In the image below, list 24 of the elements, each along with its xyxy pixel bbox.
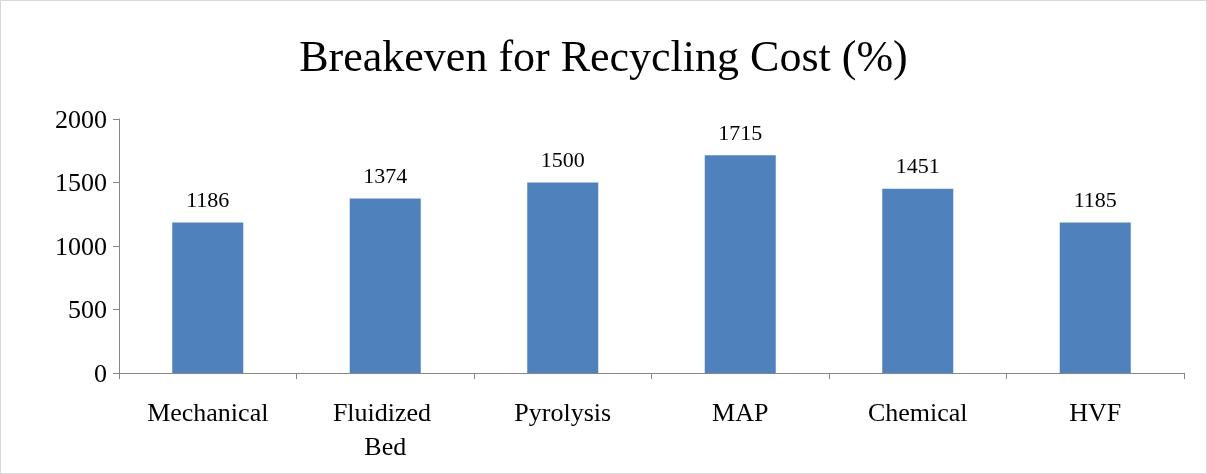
bar (704, 155, 776, 373)
data-label: 1374 (363, 163, 408, 188)
data-label: 1500 (540, 147, 585, 172)
y-tick-label: 1000 (55, 231, 107, 261)
x-tick-label: MAP (712, 397, 769, 427)
data-label: 1185 (1073, 187, 1117, 213)
chart-title: Breakeven for Recycling Cost (%) (299, 31, 908, 81)
data-label: 1186 (186, 186, 230, 212)
x-tick-label: Mechanical (147, 397, 269, 427)
x-tick-label: Pyrolysis (514, 397, 612, 427)
y-tick-label: 2000 (55, 104, 107, 134)
data-label: 1715 (718, 119, 763, 145)
bar (172, 222, 244, 373)
x-tick-label: Chemical (867, 397, 968, 427)
bar (1059, 222, 1131, 373)
y-tick-label: 0 (94, 358, 107, 388)
data-label: 1451 (895, 153, 940, 179)
y-tick-label: 500 (68, 295, 107, 324)
bar (527, 182, 599, 373)
bar (882, 188, 954, 373)
x-tick-label: Fluidized Bed (332, 397, 438, 461)
x-tick-label: HVF (1069, 397, 1122, 427)
bar (349, 198, 421, 373)
y-tick-label: 1500 (55, 168, 107, 197)
